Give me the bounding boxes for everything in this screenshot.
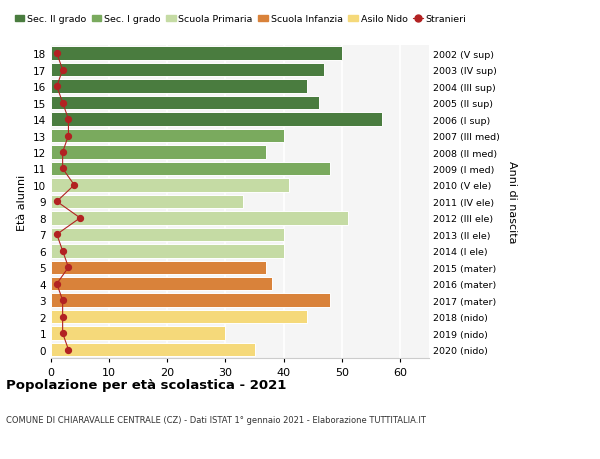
Point <box>58 313 67 321</box>
Bar <box>51 228 284 241</box>
Bar <box>51 129 284 143</box>
Point <box>58 165 67 173</box>
Point <box>58 100 67 107</box>
Bar <box>51 162 330 176</box>
Bar <box>51 310 307 324</box>
Point <box>75 215 85 222</box>
Bar <box>51 212 347 225</box>
Point <box>58 149 67 157</box>
Legend: Sec. II grado, Sec. I grado, Scuola Primaria, Scuola Infanzia, Asilo Nido, Stran: Sec. II grado, Sec. I grado, Scuola Prim… <box>11 11 470 28</box>
Bar <box>51 294 330 307</box>
Point <box>64 133 73 140</box>
Point <box>52 198 62 206</box>
Bar <box>51 343 254 357</box>
Bar <box>51 179 289 192</box>
Point <box>64 116 73 123</box>
Bar <box>51 277 272 291</box>
Point <box>52 83 62 90</box>
Bar <box>51 47 342 61</box>
Point <box>52 280 62 288</box>
Y-axis label: Anni di nascita: Anni di nascita <box>507 161 517 243</box>
Bar <box>51 146 266 159</box>
Point <box>64 346 73 353</box>
Bar <box>51 327 226 340</box>
Point <box>58 330 67 337</box>
Bar <box>51 64 325 77</box>
Text: COMUNE DI CHIARAVALLE CENTRALE (CZ) - Dati ISTAT 1° gennaio 2021 - Elaborazione : COMUNE DI CHIARAVALLE CENTRALE (CZ) - Da… <box>6 415 426 425</box>
Bar <box>51 261 266 274</box>
Bar <box>51 97 319 110</box>
Bar <box>51 195 243 209</box>
Point <box>52 50 62 58</box>
Bar <box>51 113 382 127</box>
Text: Popolazione per età scolastica - 2021: Popolazione per età scolastica - 2021 <box>6 379 286 392</box>
Point <box>58 67 67 74</box>
Point <box>58 297 67 304</box>
Point <box>64 264 73 271</box>
Bar <box>51 80 307 94</box>
Point <box>52 231 62 239</box>
Y-axis label: Età alunni: Età alunni <box>17 174 28 230</box>
Bar <box>51 245 284 258</box>
Point <box>58 247 67 255</box>
Point <box>70 182 79 189</box>
